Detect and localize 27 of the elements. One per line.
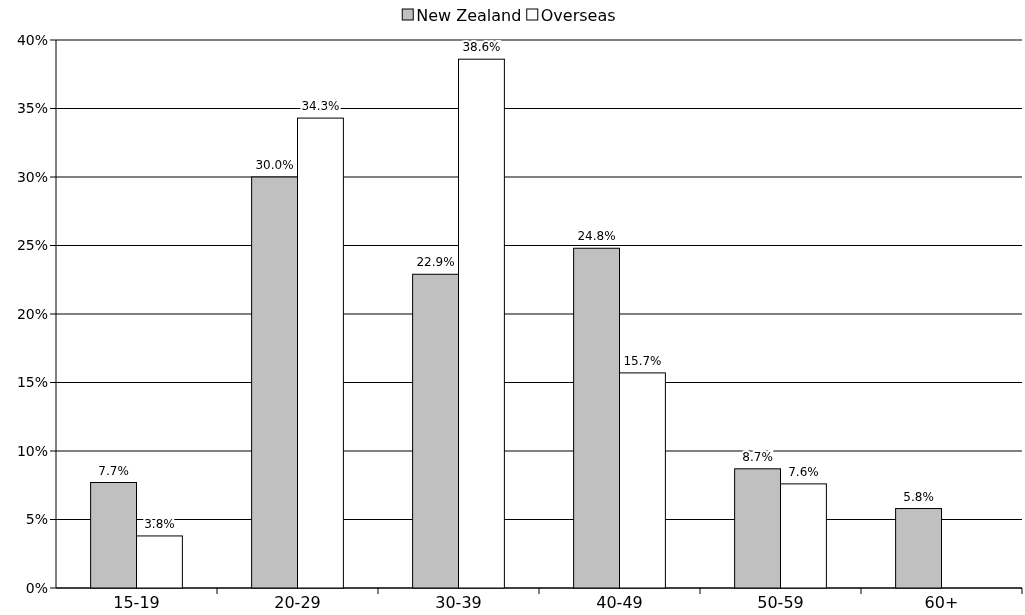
y-tick-label: 40% xyxy=(16,31,48,48)
y-tick-label: 35% xyxy=(16,100,48,117)
data-label: 7.7% xyxy=(98,463,129,478)
data-label: 22.9% xyxy=(416,255,455,270)
y-tick-label: 15% xyxy=(16,374,48,391)
data-label: 24.8% xyxy=(577,229,616,244)
data-label: 5.8% xyxy=(903,489,934,504)
y-tick-label: 5% xyxy=(25,511,48,528)
data-label: 3.8% xyxy=(144,516,175,531)
x-tick-label: 20-29 xyxy=(274,592,321,612)
x-tick-label: 60+ xyxy=(924,592,959,612)
data-label: 7.6% xyxy=(788,464,819,479)
y-tick-label: 10% xyxy=(16,442,48,459)
legend-label: New Zealand xyxy=(416,5,522,25)
y-tick-label: 30% xyxy=(16,168,48,185)
data-label: 8.7% xyxy=(742,449,773,464)
data-label: 15.7% xyxy=(623,353,662,368)
y-tick-label: 20% xyxy=(16,305,48,322)
data-label: 30.0% xyxy=(255,158,294,172)
x-tick-label: 30-39 xyxy=(435,592,482,612)
x-tick-label: 40-49 xyxy=(596,592,643,612)
legend-label: Overseas xyxy=(540,5,616,25)
data-label: 38.6% xyxy=(462,40,501,55)
x-tick-label: 50-59 xyxy=(757,592,804,612)
x-tick-label: 15-19 xyxy=(113,592,160,612)
y-tick-label: 25% xyxy=(16,237,48,254)
y-tick-label: 0% xyxy=(25,579,48,596)
